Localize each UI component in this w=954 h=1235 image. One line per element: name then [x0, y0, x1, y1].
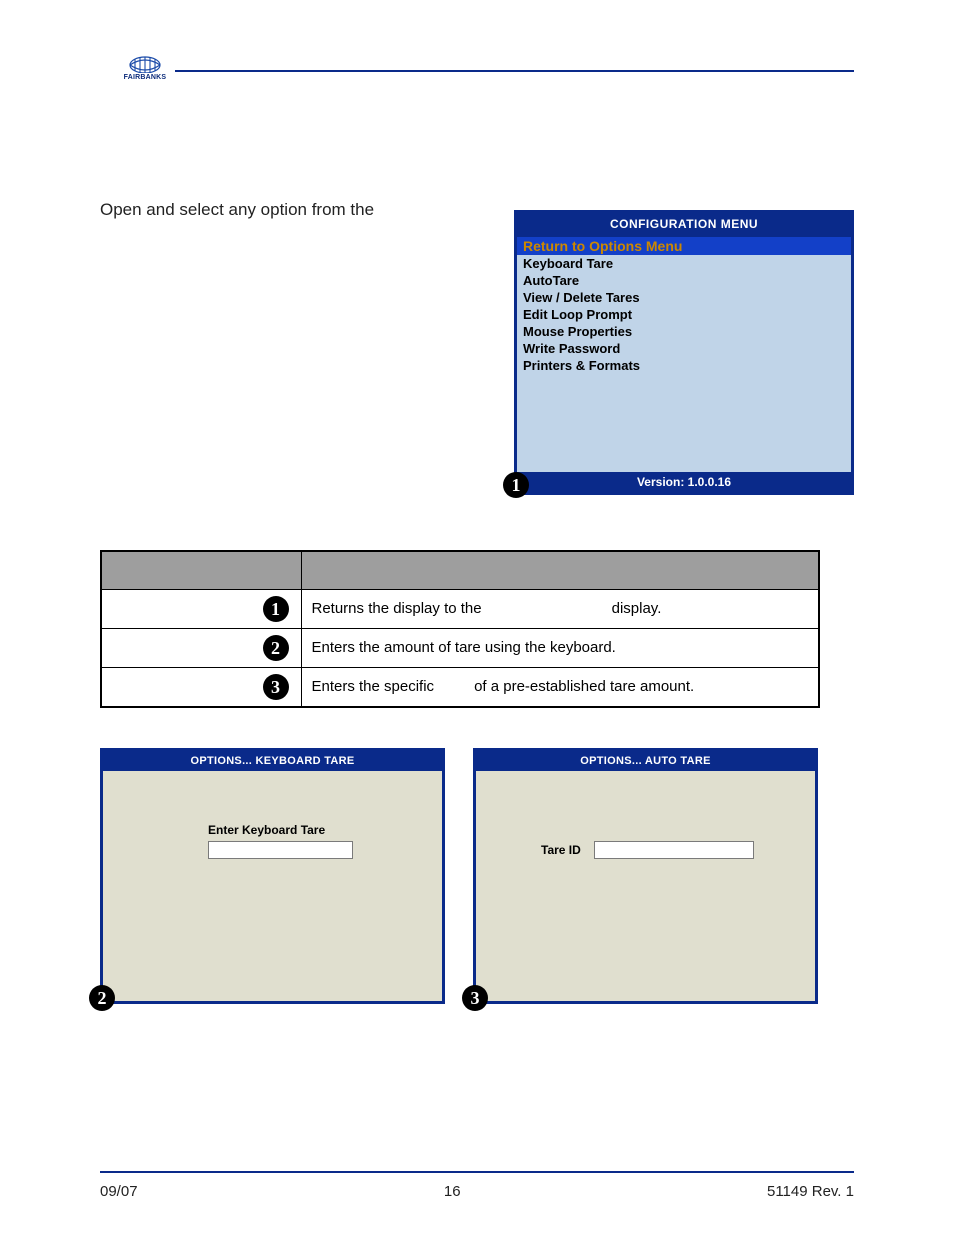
footer-rule	[100, 1171, 854, 1173]
menu-item[interactable]: Mouse Properties	[517, 323, 851, 340]
table-cell-desc: Enters the amount of tare using the keyb…	[301, 628, 819, 667]
configuration-menu-title: CONFIGURATION MENU	[517, 213, 851, 237]
menu-item[interactable]: Keyboard Tare	[517, 255, 851, 272]
configuration-menu-version: Version: 1.0.0.16	[517, 472, 851, 492]
table-cell-badge: 3	[101, 667, 301, 707]
callout-badge-3: 3	[462, 985, 488, 1011]
callout-badge-3: 3	[263, 674, 289, 700]
table-header-right	[301, 551, 819, 589]
footer-doc-rev: 51149 Rev. 1	[767, 1183, 854, 1200]
globe-icon	[128, 53, 162, 73]
menu-item-return-to-options[interactable]: Return to Options Menu	[517, 237, 851, 255]
keyboard-tare-input[interactable]	[208, 841, 353, 859]
menu-item[interactable]: Printers & Formats	[517, 357, 851, 374]
configuration-menu-window: CONFIGURATION MENU Return to Options Men…	[514, 210, 854, 495]
keyboard-tare-label: Enter Keyboard Tare	[208, 823, 325, 837]
brand-name: FAIRBANKS	[120, 74, 170, 81]
callout-badge-1: 1	[503, 472, 529, 498]
table-cell-badge: 1	[101, 589, 301, 628]
callout-badge-2: 2	[89, 985, 115, 1011]
menu-item[interactable]: Write Password	[517, 340, 851, 357]
page-header: FAIRBANKS	[100, 50, 854, 100]
auto-tare-label: Tare ID	[541, 843, 581, 857]
table-cell-desc: Enters the specificof a pre-established …	[301, 667, 819, 707]
auto-tare-panel: OPTIONS... AUTO TARE Tare ID 3	[473, 748, 818, 1004]
table-row: 2 Enters the amount of tare using the key…	[101, 628, 819, 667]
auto-tare-input[interactable]	[594, 841, 754, 859]
table-cell-badge: 2	[101, 628, 301, 667]
brand-logo: FAIRBANKS	[120, 53, 170, 81]
callout-badge-2: 2	[263, 635, 289, 661]
keyboard-tare-panel: OPTIONS... KEYBOARD TARE Enter Keyboard …	[100, 748, 445, 1004]
page-footer: 09/07 16 51149 Rev. 1	[100, 1183, 854, 1200]
menu-item[interactable]: Edit Loop Prompt	[517, 306, 851, 323]
callout-badge-1: 1	[263, 596, 289, 622]
table-row: 3 Enters the specificof a pre-established…	[101, 667, 819, 707]
option-panels-row: OPTIONS... KEYBOARD TARE Enter Keyboard …	[100, 748, 854, 1004]
menu-item[interactable]: View / Delete Tares	[517, 289, 851, 306]
header-rule	[175, 70, 854, 72]
auto-tare-title: OPTIONS... AUTO TARE	[476, 751, 815, 771]
configuration-menu-body: Return to Options Menu Keyboard TareAuto…	[517, 237, 851, 472]
table-cell-desc: Returns the display to thedisplay.	[301, 589, 819, 628]
footer-page-number: 16	[444, 1183, 461, 1200]
description-table: 1 Returns the display to thedisplay. 2 Ente…	[100, 550, 820, 708]
table-header-left	[101, 551, 301, 589]
table-row: 1 Returns the display to thedisplay.	[101, 589, 819, 628]
menu-item[interactable]: AutoTare	[517, 272, 851, 289]
keyboard-tare-title: OPTIONS... KEYBOARD TARE	[103, 751, 442, 771]
footer-date: 09/07	[100, 1183, 138, 1200]
